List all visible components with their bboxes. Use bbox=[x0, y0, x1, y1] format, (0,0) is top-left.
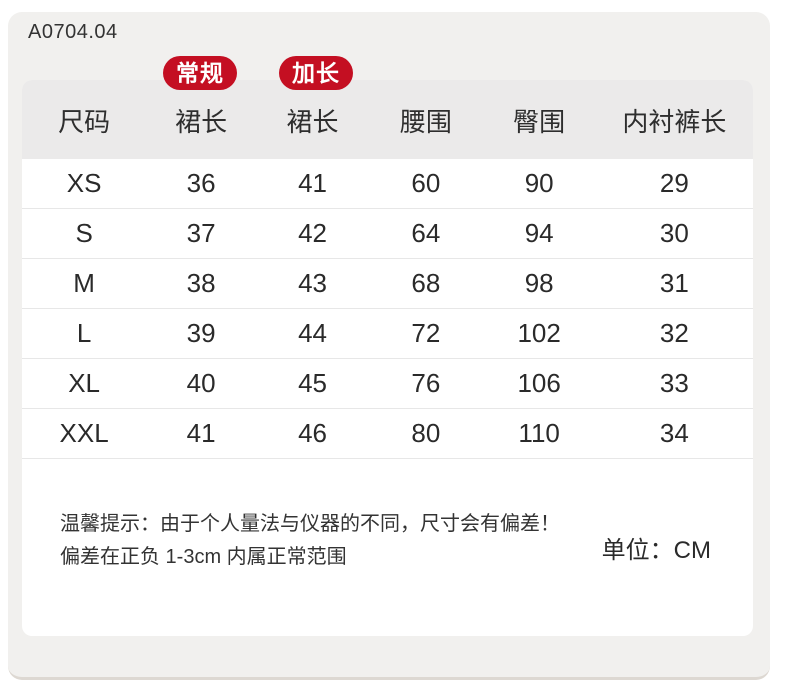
value-cell: 31 bbox=[659, 268, 689, 298]
value-cell: 41 bbox=[298, 168, 328, 198]
table-row-s: S 37 42 64 94 30 bbox=[22, 209, 753, 259]
size-label: L bbox=[76, 318, 92, 348]
header-hip: 臀围 bbox=[513, 107, 566, 137]
size-label: XL bbox=[68, 368, 101, 398]
value-cell: 29 bbox=[659, 168, 689, 198]
value-cell: 64 bbox=[411, 218, 441, 248]
value-cell: 33 bbox=[659, 368, 689, 398]
note-line-1: 温馨提示：由于个人量法与仪器的不同，尺寸会有偏差！ bbox=[60, 513, 560, 535]
value-cell: 110 bbox=[518, 418, 560, 448]
header-skirt-length-extended: 裙长 bbox=[286, 107, 339, 137]
value-cell: 98 bbox=[524, 268, 554, 298]
value-cell: 45 bbox=[298, 368, 328, 398]
value-cell: 106 bbox=[517, 368, 561, 398]
value-cell: 72 bbox=[411, 318, 441, 348]
value-cell: 80 bbox=[411, 418, 441, 448]
value-cell: 32 bbox=[659, 318, 689, 348]
value-cell: 68 bbox=[411, 268, 441, 298]
table-row-xs: XS 36 41 60 90 29 bbox=[22, 159, 753, 209]
badge-regular-length: 常规 bbox=[163, 56, 237, 90]
header-waist: 腰围 bbox=[399, 107, 452, 137]
unit-label: 单位：CM bbox=[601, 537, 711, 564]
value-cell: 39 bbox=[186, 318, 216, 348]
header-size: 尺码 bbox=[58, 107, 111, 137]
table-header-row: 尺码 裙长 裙长 腰围 臀围 内衬裤长 bbox=[22, 80, 753, 159]
value-cell: 94 bbox=[524, 218, 554, 248]
size-label: XXL bbox=[59, 418, 109, 448]
size-label: M bbox=[73, 268, 95, 298]
table-row-xl: XL 40 45 76 106 33 bbox=[22, 359, 753, 409]
disclaimer-note: 温馨提示：由于个人量法与仪器的不同，尺寸会有偏差！ 偏差在正负 1-3cm 内属… bbox=[60, 508, 560, 574]
value-cell: 30 bbox=[659, 218, 689, 248]
value-cell: 44 bbox=[298, 318, 328, 348]
note-line-2: 偏差在正负 1-3cm 内属正常范围 bbox=[60, 546, 347, 568]
value-cell: 60 bbox=[411, 168, 441, 198]
value-cell: 37 bbox=[186, 218, 216, 248]
value-cell: 102 bbox=[517, 318, 561, 348]
value-cell: 42 bbox=[298, 218, 328, 248]
size-chart-panel: A0704.04 常规 加长 尺码 裙长 裙长 腰围 臀围 内衬裤长 XS 36… bbox=[8, 12, 770, 680]
value-cell: 90 bbox=[524, 168, 554, 198]
value-cell: 43 bbox=[298, 268, 328, 298]
value-cell: 38 bbox=[186, 268, 216, 298]
size-label: XS bbox=[66, 168, 102, 198]
value-cell: 34 bbox=[659, 418, 689, 448]
value-cell: 41 bbox=[186, 418, 216, 448]
value-cell: 46 bbox=[298, 418, 328, 448]
header-lining-pants-length: 内衬裤长 bbox=[622, 107, 727, 137]
value-cell: 40 bbox=[186, 368, 216, 398]
size-label: S bbox=[75, 218, 93, 248]
value-cell: 36 bbox=[186, 168, 216, 198]
table-row-m: M 38 43 68 98 31 bbox=[22, 259, 753, 309]
table-row-l: L 39 44 72 102 32 bbox=[22, 309, 753, 359]
header-skirt-length-regular: 裙长 bbox=[175, 107, 228, 137]
table-row-xxl: XXL 41 46 80 110 34 bbox=[22, 409, 753, 459]
size-table-card: 尺码 裙长 裙长 腰围 臀围 内衬裤长 XS 36 41 60 90 29 S … bbox=[22, 80, 753, 636]
value-cell: 76 bbox=[411, 368, 441, 398]
badge-extended-length: 加长 bbox=[279, 56, 353, 90]
product-code: A0704.04 bbox=[28, 21, 118, 43]
